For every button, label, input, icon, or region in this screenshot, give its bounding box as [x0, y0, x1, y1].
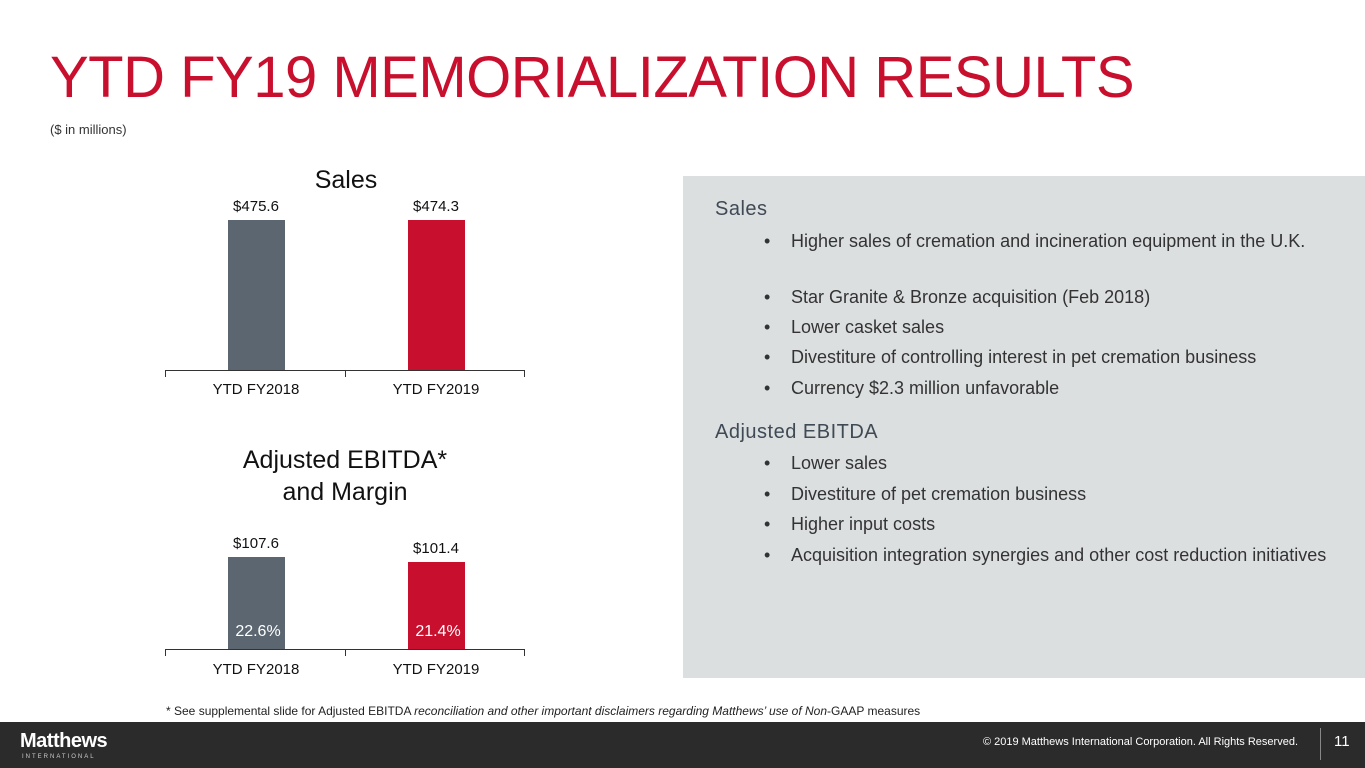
axis-tick: [165, 649, 166, 656]
sales-x-label-2018: YTD FY2018: [212, 381, 300, 398]
ebitda-x-label-2019: YTD FY2019: [392, 661, 480, 678]
margin-label-2019: 21.4%: [415, 623, 461, 640]
axis-tick: [524, 649, 525, 656]
ebitda-bullet: • Acquisition integration synergies and o…: [764, 545, 1327, 565]
copyright-text: © 2019 Matthews International Corporatio…: [982, 736, 1298, 748]
axis-tick: [165, 370, 166, 377]
ebitda-chart-title-line1: Adjusted EBITDA*: [242, 446, 448, 474]
axis-tick: [524, 370, 525, 377]
sales-chart-title: Sales: [314, 166, 378, 194]
commentary-panel: Sales • Higher sales of cremation and inc…: [683, 176, 1365, 678]
sales-bullet: • Divestiture of controlling interest in …: [764, 347, 1257, 367]
ebitda-bar-2018: [228, 556, 285, 649]
ebitda-bullet: • Divestiture of pet cremation business: [764, 484, 1087, 504]
axis-tick: [345, 370, 346, 377]
sales-bullet: • Star Granite & Bronze acquisition (Feb …: [764, 287, 1151, 307]
matthews-logo-subtitle: INTERNATIONAL: [22, 754, 96, 760]
ebitda-bullet: • Lower sales: [764, 453, 888, 473]
matthews-logo: Matthews: [20, 730, 108, 752]
footnote: * See supplemental slide for Adjusted EB…: [166, 704, 921, 718]
ebitda-chart-title-line2: and Margin: [282, 478, 408, 506]
axis-tick: [345, 649, 346, 656]
sales-value-label-2019: $474.3: [413, 198, 459, 216]
sales-bar-2019: [408, 220, 465, 370]
sales-bullet: • Lower casket sales: [764, 317, 945, 337]
footer-divider: [1320, 728, 1321, 760]
sales-bar-2018: [228, 219, 285, 370]
ebitda-heading: Adjusted EBITDA: [715, 421, 879, 443]
page-title: YTD FY19 MEMORIALIZATION RESULTS: [50, 45, 1135, 110]
ebitda-x-label-2018: YTD FY2018: [212, 661, 300, 678]
sales-bullet: • Higher sales of cremation and incinerat…: [764, 231, 1306, 251]
sales-heading: Sales: [715, 198, 768, 220]
ebitda-value-label-2019: $101.4: [413, 539, 459, 557]
ebitda-bar-2019: [408, 561, 465, 649]
footer-bar: Matthews INTERNATIONAL © 2019 Matthews I…: [0, 722, 1365, 768]
margin-label-2018: 22.6%: [235, 623, 281, 640]
page-subtitle: ($ in millions): [50, 122, 127, 137]
ebitda-value-label-2018: $107.6: [233, 534, 279, 552]
sales-value-label-2018: $475.6: [233, 197, 279, 215]
sales-bullet: • Currency $2.3 million unfavorable: [764, 378, 1060, 398]
page-number: 11: [1334, 733, 1350, 750]
ebitda-bullet: • Higher input costs: [764, 514, 936, 534]
sales-x-label-2019: YTD FY2019: [392, 381, 480, 398]
